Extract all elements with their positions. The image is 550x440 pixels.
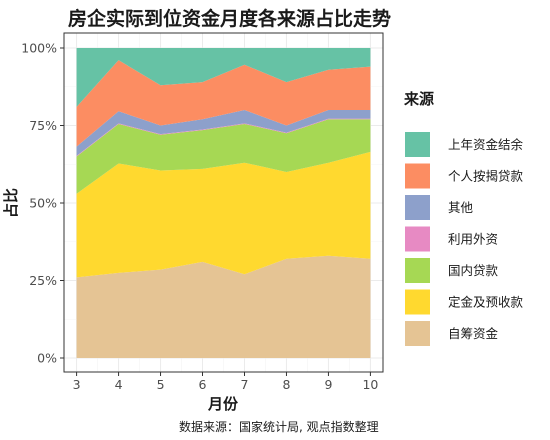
y-tick-label: 0% xyxy=(37,351,57,366)
stacked-areas xyxy=(76,48,371,358)
legend-label: 利用外资 xyxy=(448,232,498,247)
y-tick-label: 25% xyxy=(29,273,57,288)
y-tick-label: 50% xyxy=(29,196,57,211)
y-tick-label: 75% xyxy=(29,118,57,133)
legend-swatch xyxy=(405,321,430,346)
x-axis-title: 月份 xyxy=(207,395,239,413)
x-tick-label: 8 xyxy=(282,377,290,392)
legend-swatch xyxy=(405,289,430,315)
y-tick-label: 100% xyxy=(21,41,57,56)
chart-title: 房企实际到位资金月度各来源占比走势 xyxy=(68,7,391,30)
legend-swatch xyxy=(405,132,430,157)
area-定金及预收款 xyxy=(76,151,371,278)
legend-swatch xyxy=(405,258,430,283)
x-tick-label: 10 xyxy=(362,377,378,392)
legend-label: 定金及预收款 xyxy=(448,295,524,310)
axes: 3 4 5 6 7 8 9 100%25%50%75%100% xyxy=(21,32,384,392)
legend-label: 国内贷款 xyxy=(448,263,499,278)
x-tick-label: 5 xyxy=(157,377,165,392)
source-note: 数据来源：国家统计局, 观点指数整理 xyxy=(179,419,379,434)
x-tick-label: 4 xyxy=(115,377,123,392)
x-tick-label: 7 xyxy=(241,377,249,392)
legend-label: 其他 xyxy=(448,200,474,215)
legend-label: 个人按揭贷款 xyxy=(448,169,524,184)
legend-title: 来源 xyxy=(403,90,434,108)
legend-swatch xyxy=(405,226,430,252)
legend-swatch xyxy=(405,163,430,189)
area-其他 xyxy=(76,110,371,156)
x-tick-label: 9 xyxy=(324,377,332,392)
area-国内贷款 xyxy=(76,119,371,194)
legend-swatch xyxy=(405,195,430,220)
y-axis-title: 占比 xyxy=(2,188,20,218)
area-自筹资金 xyxy=(76,255,371,358)
x-tick-label: 3 xyxy=(73,377,81,392)
x-tick-label: 6 xyxy=(199,377,207,392)
legend-label: 上年资金结余 xyxy=(448,137,524,152)
area-上年资金结余 xyxy=(76,48,371,107)
area-个人按揭贷款 xyxy=(76,60,371,147)
legend-label: 自筹资金 xyxy=(448,326,499,341)
